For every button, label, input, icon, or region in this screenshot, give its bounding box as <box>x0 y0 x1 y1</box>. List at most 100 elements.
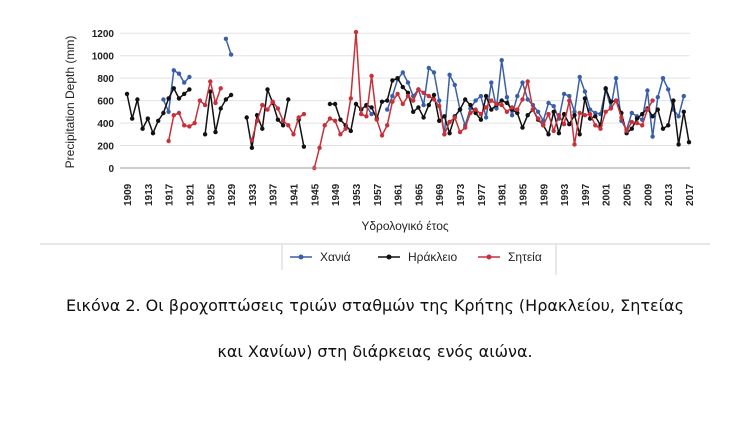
data-point <box>171 113 176 118</box>
data-point <box>275 106 281 111</box>
data-point <box>645 88 650 93</box>
data-point <box>473 98 478 103</box>
x-tick-label: 1957 <box>373 183 384 206</box>
data-point <box>343 126 348 131</box>
x-tick-label: 2013 <box>664 183 675 206</box>
data-point <box>447 72 452 78</box>
data-point <box>577 74 582 80</box>
series-lines <box>124 29 692 171</box>
y-tick-label: 0 <box>108 164 114 175</box>
data-point <box>176 96 182 101</box>
data-point <box>301 144 307 149</box>
data-point <box>322 123 327 128</box>
data-point <box>291 132 296 137</box>
data-point <box>317 145 322 150</box>
data-point <box>182 91 187 97</box>
data-point <box>385 98 390 103</box>
data-point <box>619 115 624 120</box>
data-point <box>369 73 374 79</box>
data-point <box>395 91 400 97</box>
data-point <box>546 100 551 106</box>
data-point <box>608 106 614 111</box>
legend-item-1: Ηράκλειο <box>378 250 457 264</box>
data-point <box>223 97 229 102</box>
x-tick-label: 2017 <box>685 183 696 206</box>
y-tick-labels: 0 200 400 600 800 1000 1200 <box>92 29 115 175</box>
data-point <box>650 134 655 139</box>
data-point <box>182 123 187 128</box>
data-point <box>135 97 140 102</box>
data-point <box>634 116 640 121</box>
y-tick-label: 200 <box>97 142 114 153</box>
data-point <box>520 97 525 102</box>
data-point <box>666 123 671 128</box>
data-point <box>145 116 150 121</box>
data-point <box>577 110 582 116</box>
data-point <box>572 142 577 147</box>
data-point <box>379 133 385 138</box>
series-line <box>225 38 232 55</box>
x-tick-label: 1969 <box>435 183 446 206</box>
x-tick-label: 2009 <box>643 183 654 206</box>
data-point <box>249 137 255 143</box>
x-tick-label: 1953 <box>352 183 363 206</box>
data-point <box>187 124 192 129</box>
data-point <box>416 105 421 110</box>
data-point <box>666 87 671 92</box>
data-point <box>332 101 338 107</box>
data-point <box>442 132 447 137</box>
x-tick-label: 1961 <box>394 183 405 206</box>
legend-marker <box>486 254 492 260</box>
data-point <box>671 98 676 103</box>
data-point <box>457 129 463 135</box>
data-point <box>416 87 421 92</box>
x-tick-label: 1997 <box>581 183 592 206</box>
legend-marker <box>386 254 392 260</box>
data-point <box>551 128 556 134</box>
x-tick-label: 1941 <box>290 183 301 206</box>
data-point <box>426 93 431 99</box>
series-line <box>297 119 305 147</box>
data-point <box>437 98 442 103</box>
data-point <box>265 107 270 112</box>
x-tick-label: 1993 <box>560 183 571 206</box>
data-point <box>171 68 176 73</box>
caption-line-2: και Χανίων) στη διάρκειας ενός αιώνα. <box>217 342 533 361</box>
data-point <box>395 76 400 81</box>
data-point <box>587 107 593 112</box>
data-point <box>202 132 208 137</box>
data-point <box>327 116 333 121</box>
data-point <box>265 87 270 92</box>
data-point <box>327 101 333 107</box>
caption-line-1: Εικόνα 2. Οι βροχοπτώσεις τριών σταθμών … <box>66 296 684 315</box>
data-point <box>353 29 359 35</box>
data-point <box>452 115 457 120</box>
data-point <box>546 111 551 117</box>
data-point <box>598 126 603 131</box>
data-point <box>400 70 405 75</box>
data-point <box>286 97 291 102</box>
data-point <box>213 129 218 135</box>
data-point <box>504 109 510 115</box>
data-point <box>634 120 640 126</box>
data-point <box>582 113 588 118</box>
data-point <box>613 76 619 81</box>
data-point <box>515 110 520 116</box>
x-tick-label: 1925 <box>206 183 217 206</box>
data-point <box>645 107 650 112</box>
data-point <box>551 104 556 109</box>
x-tick-label: 1909 <box>123 183 134 206</box>
data-point <box>525 97 530 102</box>
data-point <box>567 93 572 99</box>
data-point <box>140 126 145 131</box>
x-tick-label: 1981 <box>498 183 509 206</box>
data-point <box>197 98 203 103</box>
data-point <box>166 96 171 101</box>
data-point <box>270 99 275 104</box>
data-point <box>629 126 634 131</box>
data-point <box>359 111 364 117</box>
data-point <box>166 138 171 144</box>
data-point <box>525 113 530 118</box>
data-point <box>551 109 556 115</box>
data-point <box>499 98 504 103</box>
